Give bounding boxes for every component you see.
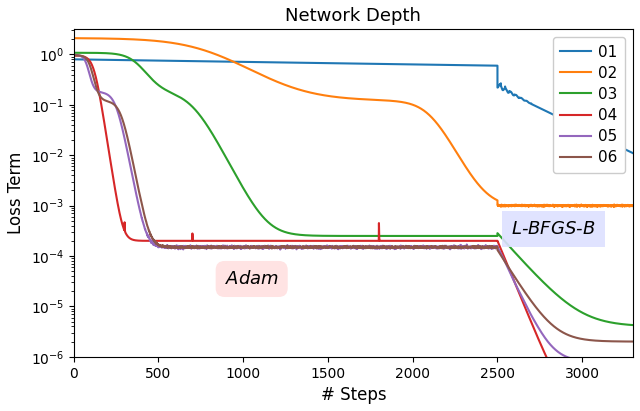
04	[616, 405, 623, 410]
03	[578, 310, 586, 315]
Line: 04: 04	[74, 55, 633, 407]
03	[198, 115, 205, 120]
Y-axis label: Loss Term: Loss Term	[7, 152, 25, 234]
02	[198, 47, 205, 52]
01	[198, 59, 205, 64]
02	[590, 203, 598, 208]
Line: 02: 02	[74, 38, 633, 207]
04	[629, 405, 637, 410]
Line: 05: 05	[74, 55, 633, 362]
Line: 06: 06	[74, 55, 633, 342]
02	[629, 203, 637, 208]
01	[590, 132, 598, 137]
Line: 03: 03	[74, 53, 633, 325]
Line: 01: 01	[74, 59, 633, 153]
05	[208, 245, 216, 250]
X-axis label: # Steps: # Steps	[321, 386, 386, 404]
04	[208, 238, 216, 243]
05	[616, 359, 623, 364]
01	[616, 144, 623, 149]
Title: Network Depth: Network Depth	[285, 7, 421, 25]
01	[208, 59, 216, 64]
06	[399, 245, 406, 249]
06	[590, 338, 598, 343]
06	[578, 337, 586, 342]
05	[198, 244, 205, 249]
01	[578, 126, 586, 131]
05	[578, 358, 586, 363]
02	[578, 203, 586, 208]
02	[70, 36, 77, 41]
03	[399, 233, 406, 238]
06	[616, 339, 623, 344]
05	[590, 359, 598, 364]
03	[70, 50, 77, 55]
03	[208, 131, 216, 136]
06	[629, 339, 637, 344]
01	[399, 62, 406, 67]
05	[399, 245, 406, 250]
Text: $\mathit{L}$-$\mathit{BFGS}$-$\mathit{B}$: $\mathit{L}$-$\mathit{BFGS}$-$\mathit{B}…	[511, 219, 596, 238]
02	[208, 51, 216, 55]
04	[590, 404, 598, 409]
02	[399, 100, 406, 105]
02	[593, 205, 601, 210]
03	[616, 321, 623, 326]
04	[399, 238, 406, 243]
06	[198, 245, 205, 250]
06	[70, 53, 77, 58]
02	[616, 203, 623, 208]
03	[590, 316, 598, 321]
05	[70, 53, 77, 58]
05	[629, 359, 637, 364]
01	[629, 151, 637, 156]
04	[578, 401, 586, 406]
04	[198, 238, 205, 243]
06	[208, 245, 216, 249]
Legend: 01, 02, 03, 04, 05, 06: 01, 02, 03, 04, 05, 06	[552, 37, 625, 173]
04	[70, 53, 77, 58]
Text: $\mathit{Adam}$: $\mathit{Adam}$	[225, 270, 278, 288]
01	[70, 57, 77, 62]
03	[629, 323, 637, 328]
